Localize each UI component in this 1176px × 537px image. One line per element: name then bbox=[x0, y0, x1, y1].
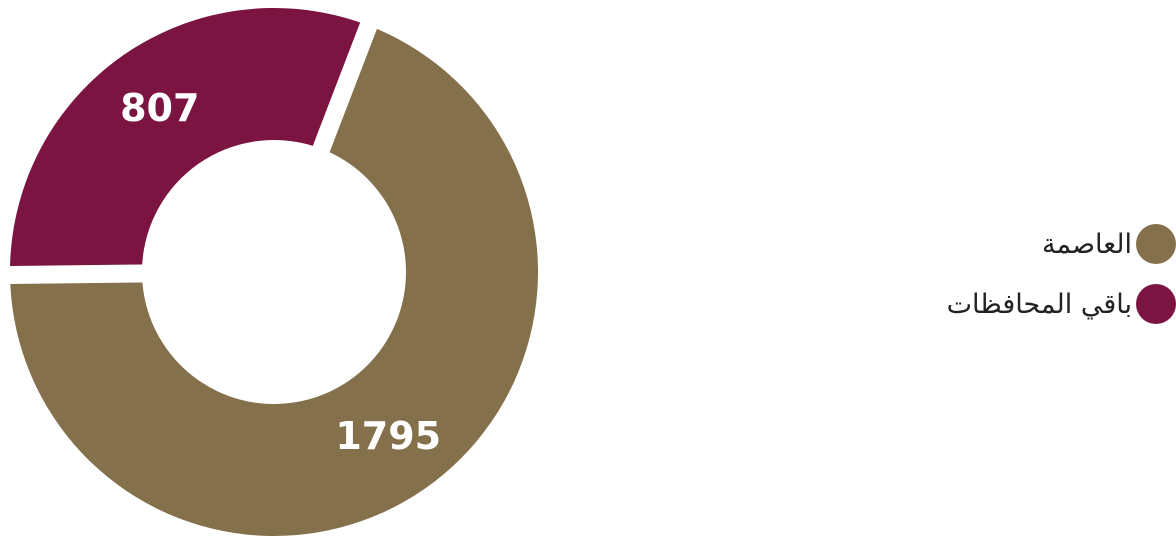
legend-label-other-governorates: باقي المحافظات bbox=[946, 288, 1132, 320]
legend-swatch-capital bbox=[1136, 224, 1176, 264]
legend-item-capital[interactable]: العاصمة bbox=[756, 222, 1176, 266]
legend-swatch-other-governorates bbox=[1136, 284, 1176, 324]
chart-legend: العاصمة باقي المحافظات bbox=[756, 222, 1176, 342]
legend-label-capital: العاصمة bbox=[1042, 228, 1132, 260]
legend-item-other-governorates[interactable]: باقي المحافظات bbox=[756, 282, 1176, 326]
data-label-capital: 1795 bbox=[335, 414, 441, 458]
donut-slice-other-governorates[interactable] bbox=[10, 7, 361, 267]
data-label-other-governorates: 807 bbox=[120, 86, 199, 130]
donut-slice-capital[interactable] bbox=[10, 28, 538, 537]
donut-data-labels: 1795 807 bbox=[120, 86, 441, 458]
donut-slices bbox=[10, 7, 538, 537]
